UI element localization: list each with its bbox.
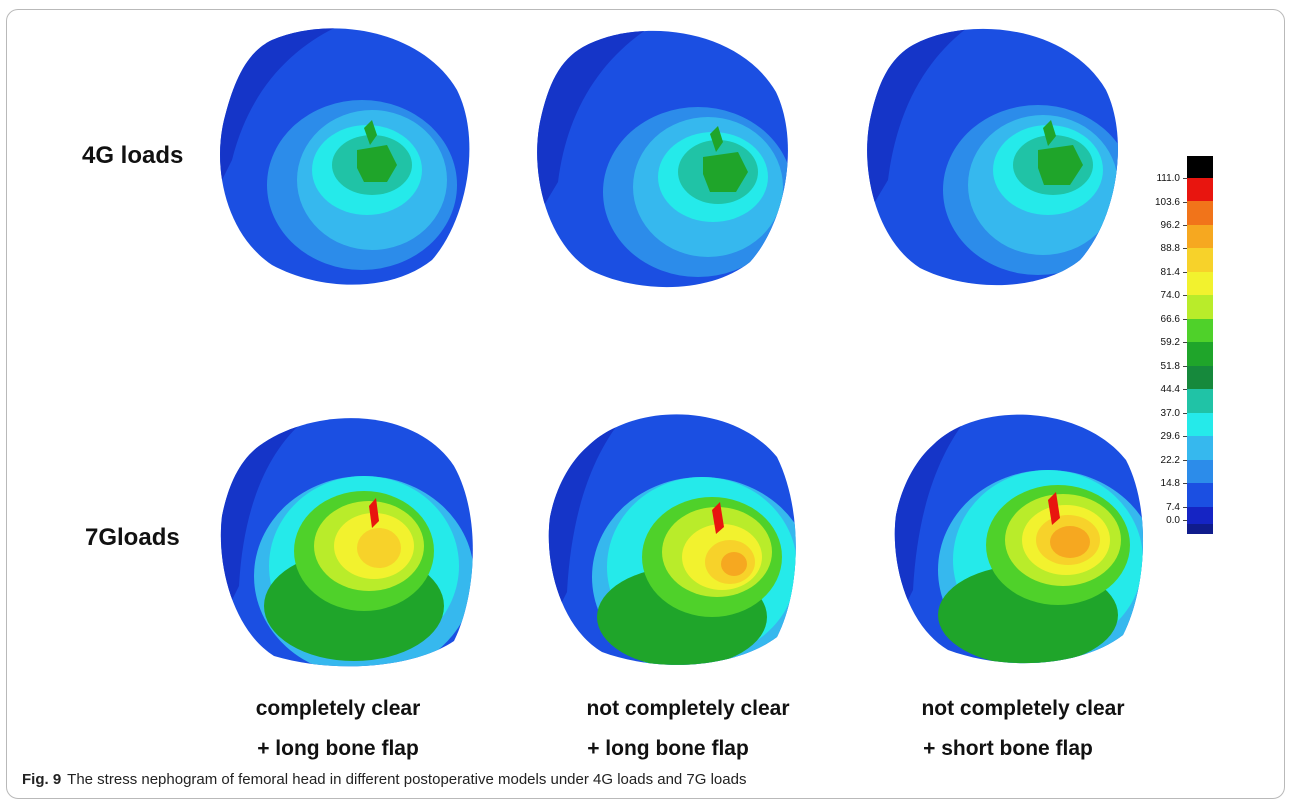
column-label-2-line2: + long bone flap	[587, 737, 749, 760]
column-label-1-line1: completely clear	[255, 697, 421, 720]
colorbar-tick-mark	[1183, 178, 1187, 179]
colorbar-segment	[1187, 413, 1213, 436]
colorbar-tick: 0.0	[1166, 515, 1180, 526]
column-label-3-line2: + short bone flap	[923, 737, 1093, 760]
colorbar-tick: 37.0	[1160, 408, 1180, 419]
colorbar-tick: 81.4	[1160, 267, 1180, 278]
column-label-1-line2: + long bone flap	[257, 737, 419, 760]
colorbar-segment	[1187, 225, 1213, 248]
nephogram-7g-completely-clear-long-flap	[220, 418, 473, 667]
colorbar-tick-mark	[1183, 520, 1187, 521]
colorbar-tick-mark	[1183, 248, 1187, 249]
colorbar-tick-mark	[1183, 366, 1187, 367]
colorbar-tick-mark	[1183, 295, 1187, 296]
colorbar-tick: 44.4	[1160, 384, 1180, 395]
colorbar-tick: 7.4	[1166, 502, 1180, 513]
figure-frame	[6, 9, 1285, 799]
colorbar-segment	[1187, 483, 1213, 507]
figure-caption-label: Fig. 9	[22, 771, 62, 788]
column-label-3-line1: not completely clear	[921, 697, 1125, 720]
stress-colorbar	[1187, 156, 1213, 534]
colorbar-tick-mark	[1183, 483, 1187, 484]
colorbar-segment	[1187, 366, 1213, 389]
colorbar-segment	[1187, 319, 1213, 342]
colorbar-tick: 96.2	[1160, 220, 1180, 231]
colorbar-segment	[1187, 295, 1213, 319]
colorbar-segment	[1187, 507, 1213, 524]
colorbar-tick-mark	[1183, 413, 1187, 414]
colorbar-tick: 22.2	[1160, 455, 1180, 466]
colorbar-tick: 74.0	[1160, 290, 1180, 301]
colorbar-tick-mark	[1183, 225, 1187, 226]
nephogram-7g-not-completely-clear-short-flap	[894, 414, 1144, 664]
row-label-4g: 4G loads	[82, 142, 184, 169]
colorbar-segment	[1187, 201, 1213, 225]
colorbar-segment	[1187, 272, 1213, 295]
colorbar-segment	[1187, 156, 1213, 178]
nephogram-4g-not-completely-clear-short-flap	[867, 28, 1118, 286]
colorbar-segment	[1187, 389, 1213, 413]
colorbar-tick-mark	[1183, 319, 1187, 320]
colorbar-segment	[1187, 436, 1213, 460]
colorbar-ticks: 111.0 103.6 96.2 88.8 81.4 74.0 66.6 59.…	[1130, 0, 1180, 803]
colorbar-tick: 14.8	[1160, 478, 1180, 489]
nephogram-4g-not-completely-clear-long-flap	[537, 30, 788, 288]
colorbar-tick-mark	[1183, 460, 1187, 461]
column-label-2-line1: not completely clear	[586, 697, 790, 720]
colorbar-segment	[1187, 178, 1213, 201]
colorbar-tick: 29.6	[1160, 431, 1180, 442]
colorbar-tick: 51.8	[1160, 361, 1180, 372]
colorbar-tick-mark	[1183, 436, 1187, 437]
colorbar-tick-mark	[1183, 202, 1187, 203]
colorbar-tick: 103.6	[1154, 197, 1180, 208]
colorbar-segment	[1187, 248, 1213, 272]
figure-caption-text: The stress nephogram of femoral head in …	[67, 771, 747, 788]
colorbar-tick-mark	[1183, 389, 1187, 390]
colorbar-tick: 111.0	[1156, 173, 1180, 184]
row-label-7g: 7Gloads	[85, 524, 180, 551]
colorbar-segment	[1187, 342, 1213, 366]
colorbar-tick-mark	[1183, 342, 1187, 343]
colorbar-tick: 66.6	[1160, 314, 1180, 325]
colorbar-segment	[1187, 460, 1213, 483]
colorbar-tick-mark	[1183, 507, 1187, 508]
colorbar-segment	[1187, 524, 1213, 534]
colorbar-tick-mark	[1183, 272, 1187, 273]
nephogram-4g-completely-clear-long-flap	[220, 28, 470, 285]
nephogram-7g-not-completely-clear-long-flap	[548, 414, 796, 665]
figure-caption: Fig. 9 The stress nephogram of femoral he…	[22, 771, 746, 788]
colorbar-tick: 88.8	[1160, 243, 1180, 254]
colorbar-tick: 59.2	[1160, 337, 1180, 348]
